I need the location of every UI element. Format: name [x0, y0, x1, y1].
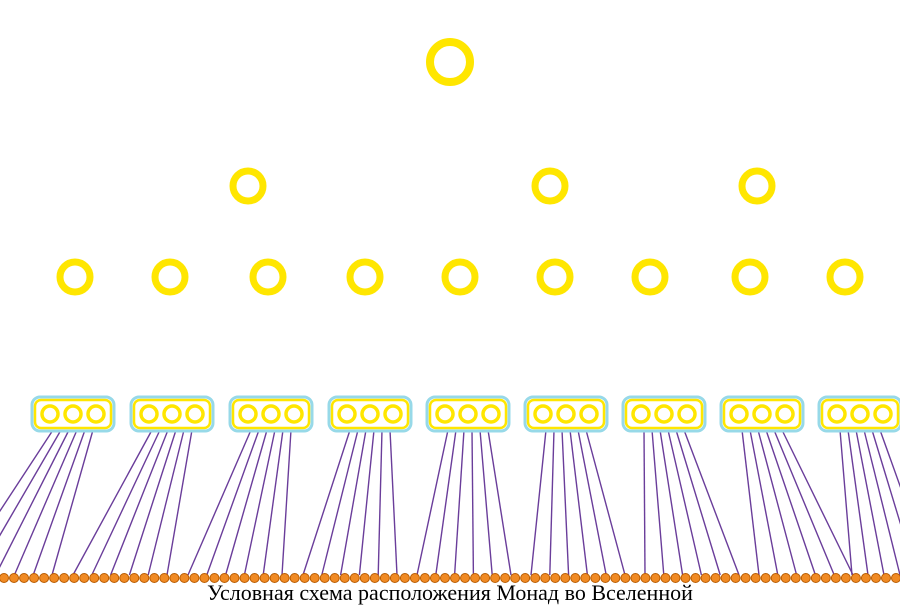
monad-box-dot	[754, 406, 770, 422]
ray-line	[207, 430, 259, 575]
monad-circle-row3	[155, 262, 185, 292]
monad-box-dot	[65, 406, 81, 422]
ray-line	[472, 430, 473, 575]
monad-circle-row2	[742, 171, 772, 201]
monad-box-dot	[187, 406, 203, 422]
ray-line	[92, 430, 160, 575]
monad-box-dot	[42, 406, 58, 422]
monad-circle-row3	[350, 262, 380, 292]
ray-line	[562, 430, 569, 575]
monad-box-dot	[829, 406, 845, 422]
monad-circle-row3	[445, 262, 475, 292]
ray-line	[436, 430, 456, 575]
monad-circle-row3	[253, 262, 283, 292]
monad-box-dot	[385, 406, 401, 422]
ray-line	[644, 430, 645, 575]
monad-box-dot	[164, 406, 180, 422]
ray-line	[244, 430, 275, 575]
ray-line	[652, 430, 664, 575]
monad-circle-row3	[635, 262, 665, 292]
monad-box-dot	[656, 406, 672, 422]
ray-line	[33, 430, 85, 575]
monad-box-dot	[141, 406, 157, 422]
monad-box-dot	[362, 406, 378, 422]
ray-line	[303, 430, 350, 575]
monad-circle-row2	[233, 171, 263, 201]
monad-box-dot	[437, 406, 453, 422]
ray-line	[684, 430, 739, 575]
ray-line	[774, 430, 834, 575]
ray-line	[880, 430, 900, 575]
ray-line	[742, 430, 759, 575]
monad-box-dot	[240, 406, 256, 422]
monad-box-dot	[633, 406, 649, 422]
ray-line	[570, 430, 587, 575]
ray-line	[455, 430, 464, 575]
monad-box-dot	[852, 406, 868, 422]
ray-line	[531, 430, 546, 575]
monad-box-dot	[483, 406, 499, 422]
ray-line	[668, 430, 701, 575]
monad-circle-row3	[735, 262, 765, 292]
monad-box-dot	[263, 406, 279, 422]
ray-line	[282, 430, 291, 575]
monad-circle-row3	[60, 262, 90, 292]
monad-box-dot	[460, 406, 476, 422]
caption-text: Условная схема расположения Монад во Все…	[0, 580, 900, 606]
monad-box-dot	[535, 406, 551, 422]
monad-box-dot	[88, 406, 104, 422]
ray-line	[263, 430, 283, 575]
ray-line	[167, 430, 192, 575]
ray-line	[111, 430, 168, 575]
monad-circle-row3	[830, 262, 860, 292]
monad-box-dot	[581, 406, 597, 422]
ray-line	[872, 430, 900, 575]
ray-line	[378, 430, 382, 575]
monad-circle-row2	[535, 171, 565, 201]
diagram-canvas	[0, 0, 900, 607]
monad-box-dot	[731, 406, 747, 422]
monad-box-dot	[875, 406, 891, 422]
monad-box-dot	[286, 406, 302, 422]
ray-line	[0, 430, 61, 575]
ray-line	[14, 430, 77, 575]
ray-line	[226, 430, 267, 575]
monad-box-dot	[777, 406, 793, 422]
monad-circle-top	[430, 42, 470, 82]
ray-line	[129, 430, 176, 575]
ray-line	[550, 430, 554, 575]
ray-line	[848, 430, 868, 575]
ray-line	[390, 430, 397, 575]
ray-line	[188, 430, 251, 575]
ray-line	[480, 430, 492, 575]
ray-line	[488, 430, 511, 575]
monad-box-dot	[679, 406, 695, 422]
ray-line	[73, 430, 152, 575]
ray-line	[417, 430, 448, 575]
ray-line	[660, 430, 683, 575]
ray-line	[148, 430, 184, 575]
ray-line	[676, 430, 720, 575]
monad-box-dot	[339, 406, 355, 422]
monad-box-dot	[558, 406, 574, 422]
monad-circle-row3	[540, 262, 570, 292]
